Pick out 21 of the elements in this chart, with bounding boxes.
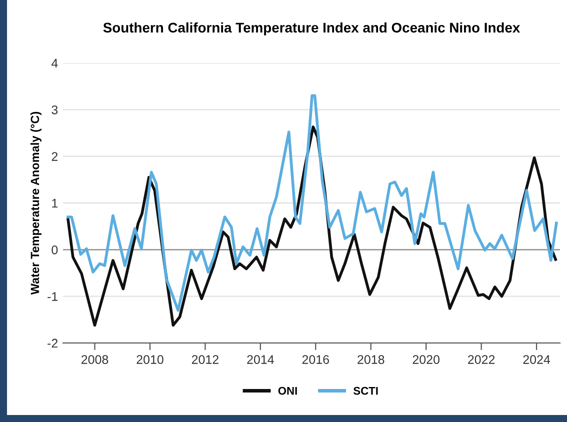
line-series <box>66 94 558 312</box>
x-tick-label: 2024 <box>523 355 550 364</box>
x-tick-label: 2010 <box>136 355 164 364</box>
x-tick-label: 2022 <box>468 355 495 364</box>
x-tick-label: 2008 <box>81 355 108 364</box>
x-tick-label: 2016 <box>302 355 329 364</box>
x-tick-label: 2018 <box>358 355 384 364</box>
x-tick-label: 2012 <box>192 355 218 364</box>
y-tick-label: -2 <box>48 338 58 348</box>
y-tick-label: 3 <box>52 105 58 114</box>
y-tick-label: 4 <box>51 58 58 68</box>
y-tick-label: 0 <box>52 245 58 254</box>
y-tick-label: 2 <box>52 152 58 161</box>
legend-label: SCTI <box>353 386 378 395</box>
x-tick-label: 2020 <box>412 355 440 364</box>
legend-label: ONI <box>278 386 297 395</box>
y-tick-label: -1 <box>48 292 58 301</box>
x-tick-label: 2014 <box>247 355 274 364</box>
y-tick-label: 1 <box>52 198 58 208</box>
y-axis-title: Water Temperature Anomaly (°C) <box>30 112 42 295</box>
chart-title: Southern California Temperature Index and Oceanic Nino Index <box>103 22 520 36</box>
